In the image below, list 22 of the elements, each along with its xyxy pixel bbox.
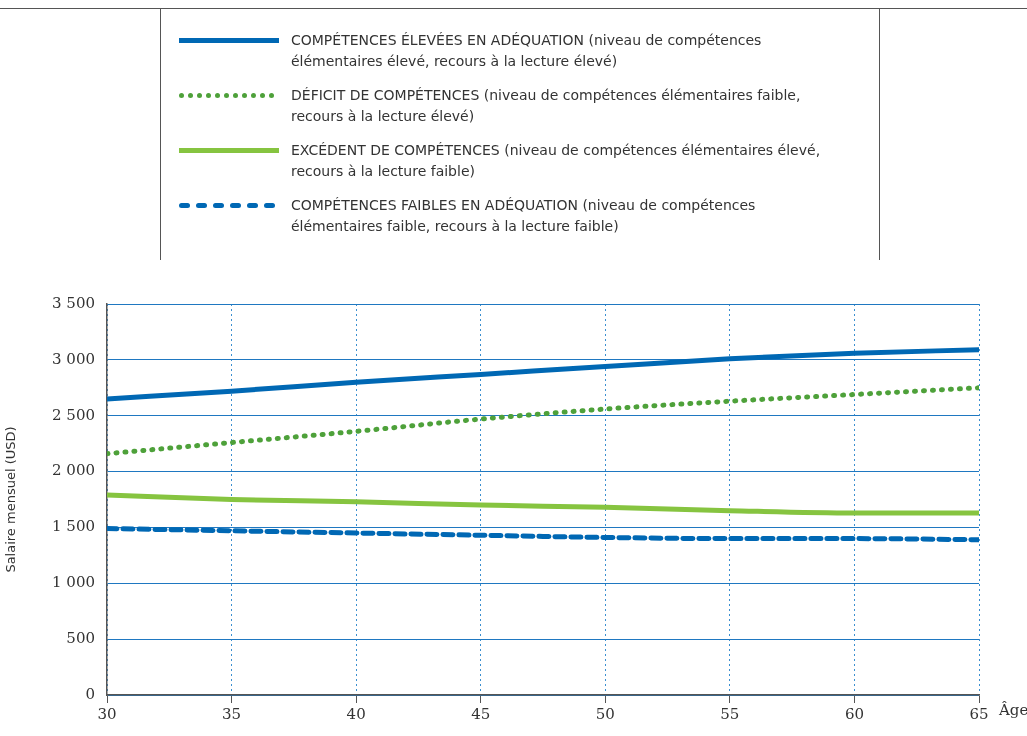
y-tick-label: 3 500 <box>52 293 95 312</box>
x-tick-label: 30 <box>97 704 117 723</box>
x-tick-label: 40 <box>346 704 366 723</box>
legend-label: EXCÉDENT DE COMPÉTENCES (niveau de compétences élémentaires élevé, recours à la lecture faible) <box>291 141 822 181</box>
x-tick-label: 55 <box>720 704 740 723</box>
legend-label: COMPÉTENCES ÉLEVÉES EN ADÉQUATION (niveau de compétences élémentaires élevé, recours à la lecture élevé) <box>291 31 763 71</box>
y-axis-title: Salaire mensuel (USD) <box>3 426 19 573</box>
y-tick-label: 500 <box>66 629 95 648</box>
y-tick-label: 1 500 <box>52 517 95 536</box>
x-tick-label: 60 <box>844 704 864 723</box>
x-tick-label: 45 <box>471 704 491 723</box>
y-tick-label: 1 000 <box>52 573 95 592</box>
legend-label: DÉFICIT DE COMPÉTENCES (niveau de compétences élémentaires faible, recours à la lecture élevé) <box>291 86 802 126</box>
x-tick-label: 50 <box>595 704 615 723</box>
x-tick-label: 65 <box>969 704 989 723</box>
x-tick-label: 35 <box>222 704 242 723</box>
x-axis-title: Âge <box>998 701 1027 720</box>
y-tick-label: 0 <box>85 684 95 703</box>
y-tick-label: 2 500 <box>52 405 95 424</box>
y-tick-label: 2 000 <box>52 461 95 480</box>
y-tick-label: 3 000 <box>52 349 95 368</box>
legend-label: COMPÉTENCES FAIBLES EN ADÉQUATION (niveau de compétences élémentaires faible, recours à la lecture faible) <box>291 196 757 236</box>
